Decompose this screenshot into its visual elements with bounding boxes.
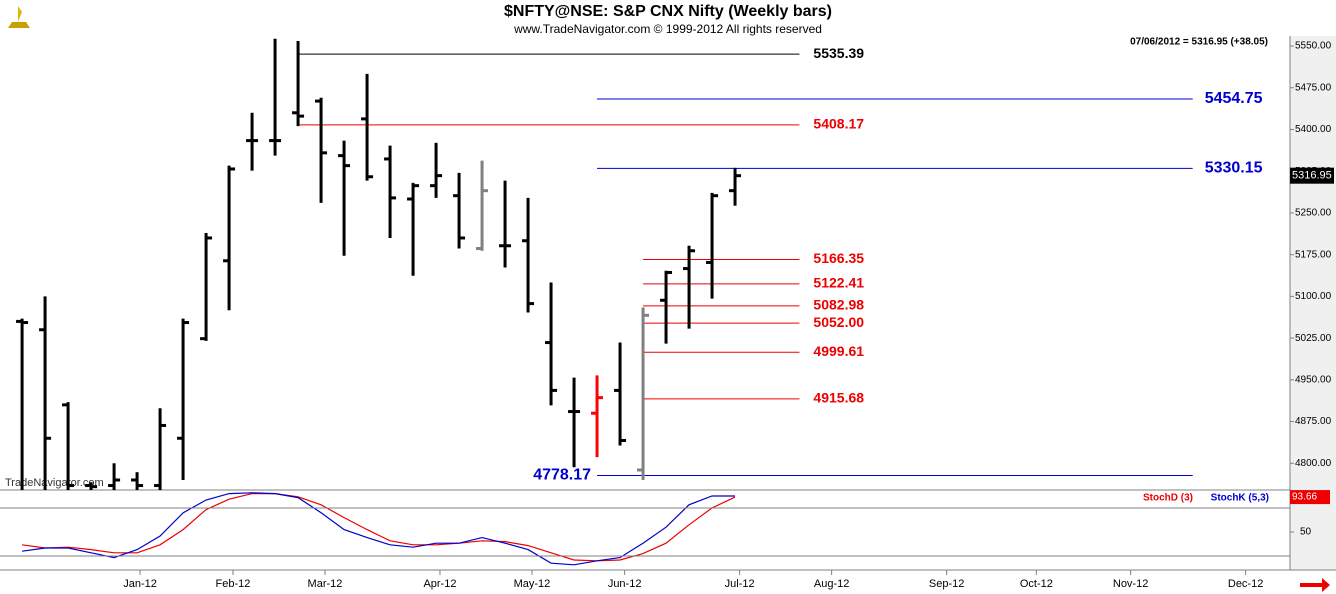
plot-area: 4800.00 4875.00 4950.00 5025.00 5100.00 5175.…: [0, 38, 1334, 590]
level-label: 5408.17: [813, 116, 864, 132]
value-box-label: 93.66: [1292, 492, 1317, 503]
stoch-panel: [22, 492, 736, 566]
y-tick-label: 5250.00: [1295, 208, 1332, 219]
price-panel: [16, 38, 1193, 490]
y-tick-label: 5175.00: [1295, 249, 1332, 260]
price-box-label: 5316.95: [1292, 170, 1332, 182]
x-tick-label: Sep-12: [929, 578, 964, 590]
logo: [8, 6, 30, 28]
level-label: 5166.35: [813, 250, 864, 266]
y-tick-label: 5400.00: [1295, 124, 1332, 135]
level-label: 4915.68: [813, 390, 864, 406]
y-tick-label: 5475.00: [1295, 82, 1332, 93]
y-tick-label: 5025.00: [1295, 333, 1332, 344]
x-tick-label: May-12: [514, 578, 551, 590]
subtitle: www.TradeNavigator.com © 1999-2012 All r…: [513, 22, 822, 36]
x-tick-label: Jan-12: [123, 578, 157, 590]
x-tick-label: Mar-12: [308, 578, 343, 590]
y-tick-label: 5550.00: [1295, 41, 1332, 52]
y-tick-label: 4800.00: [1295, 458, 1332, 469]
value-box: [1290, 490, 1330, 505]
info-label: 07/06/2012 = 5316.95 (+38.05): [1130, 37, 1268, 48]
price-box: [1290, 167, 1334, 184]
scroll-arrow[interactable]: [1300, 578, 1330, 592]
x-tick-label: Jun-12: [608, 578, 642, 590]
level-label: 5535.39: [813, 45, 864, 61]
stoch-line: [22, 493, 736, 562]
level-label: 5122.41: [813, 275, 864, 291]
x-tick-label: Dec-12: [1228, 578, 1263, 590]
level-label: 4999.61: [813, 343, 864, 359]
x-tick-label: Apr-12: [423, 578, 456, 590]
x-tick-label: Aug-12: [814, 578, 849, 590]
watermark: TradeNavigator.com: [5, 477, 104, 489]
legend-label: StochK (5,3): [1211, 493, 1269, 504]
level-label: 5454.75: [1205, 90, 1263, 107]
level-label: 5082.98: [813, 297, 864, 313]
y-tick-label: 4950.00: [1295, 374, 1332, 385]
y-tick-label: 5100.00: [1295, 291, 1332, 302]
x-tick-label: Jul-12: [725, 578, 755, 590]
level-label: 4778.17: [533, 467, 591, 484]
y-tick-label: 50: [1300, 527, 1312, 538]
legend-label: StochD (3): [1143, 493, 1193, 504]
level-label: 5052.00: [813, 314, 864, 330]
axis-area: [1290, 36, 1336, 570]
x-tick-label: Oct-12: [1020, 578, 1053, 590]
level-label: 5330.15: [1205, 160, 1263, 177]
chart-title: $NFTY@NSE: S&P CNX Nifty (Weekly bars): [504, 3, 832, 20]
stoch-line: [22, 492, 735, 566]
x-tick-label: Nov-12: [1113, 578, 1148, 590]
x-tick-label: Feb-12: [216, 578, 251, 590]
y-tick-label: 4875.00: [1295, 416, 1332, 427]
